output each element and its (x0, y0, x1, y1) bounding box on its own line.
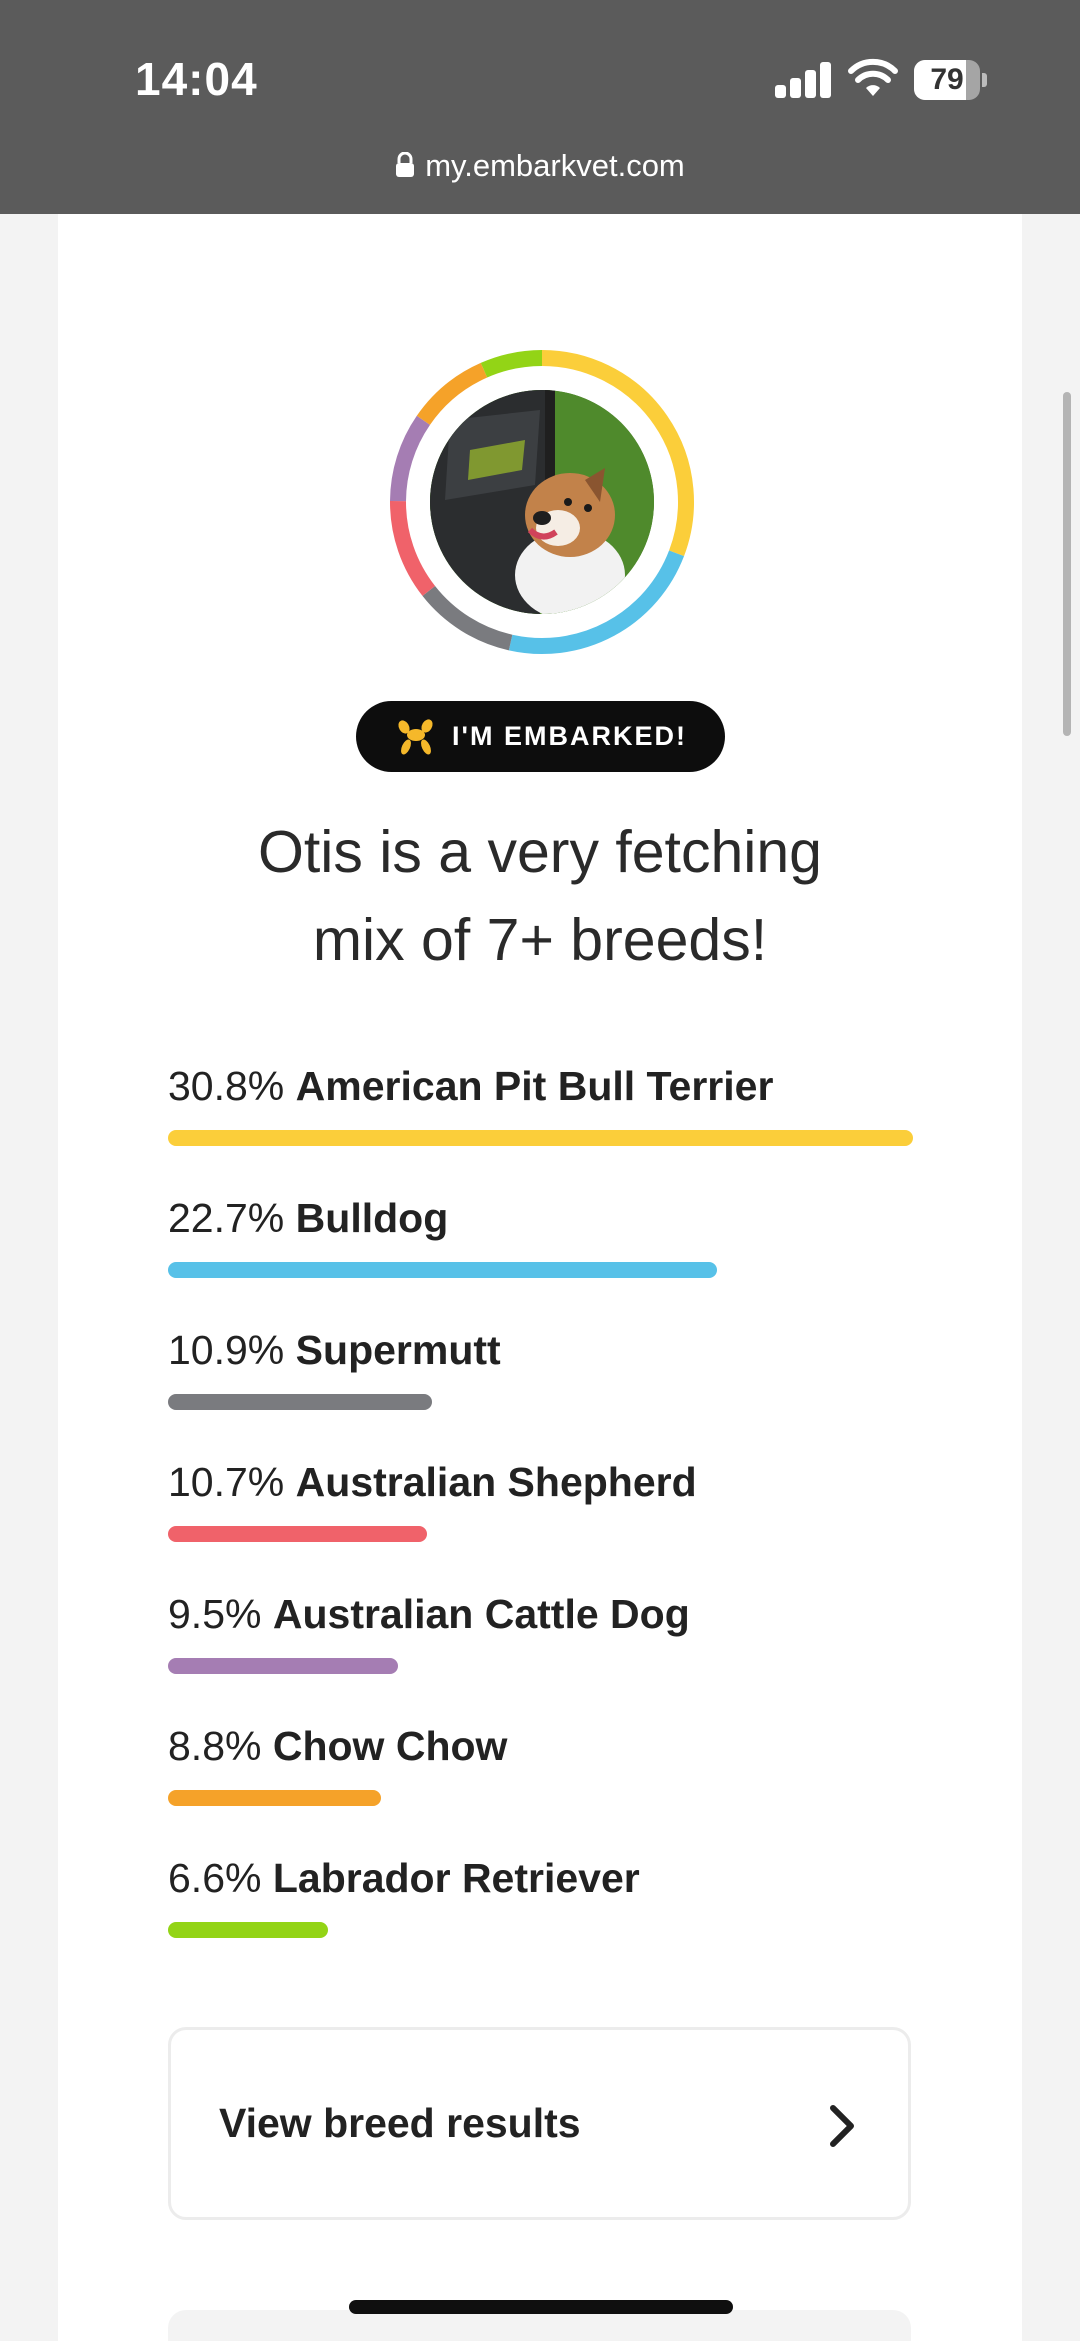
dog-photo (430, 390, 654, 614)
home-indicator[interactable] (349, 2300, 733, 2314)
breed-list: 30.8% American Pit Bull Terrier 22.7% Bul… (168, 1055, 913, 1979)
breed-name: Australian Cattle Dog (272, 1591, 690, 1637)
breed-ring-segment (390, 415, 431, 502)
breed-bar (168, 1394, 432, 1410)
status-bar: 14:04 79 my.embarkvet.com (0, 0, 1080, 214)
breed-ring-segment (390, 500, 436, 596)
breed-percent: 30.8% (168, 1063, 285, 1109)
breed-label: 30.8% American Pit Bull Terrier (168, 1055, 773, 1117)
chevron-right-icon (830, 2105, 854, 2147)
breed-name: Bulldog (295, 1195, 449, 1241)
breed-label: 6.6% Labrador Retriever (168, 1847, 640, 1909)
status-time: 14:04 (135, 53, 258, 105)
breed-name: American Pit Bull Terrier (295, 1063, 774, 1109)
breed-row: 10.9% Supermutt (168, 1319, 913, 1451)
address-bar[interactable]: my.embarkvet.com (0, 148, 1080, 184)
breed-percent: 10.7% (168, 1459, 285, 1505)
breed-ring-segment (480, 350, 543, 378)
breed-row: 9.5% Australian Cattle Dog (168, 1583, 913, 1715)
breed-bar (168, 1262, 717, 1278)
headline-line-1: Otis is a very fetching (258, 819, 822, 885)
wifi-icon (848, 58, 898, 96)
breed-name: Labrador Retriever (272, 1855, 640, 1901)
breed-percent: 10.9% (168, 1327, 285, 1373)
breed-label: 22.7% Bulldog (168, 1187, 448, 1249)
dog-avatar (388, 348, 696, 656)
breed-ring-segment (422, 585, 513, 651)
breed-percent: 6.6% (168, 1855, 262, 1901)
battery-level: 79 (930, 63, 964, 96)
breed-ring-segment (508, 550, 685, 654)
battery-icon: 79 (914, 60, 987, 100)
breed-row: 22.7% Bulldog (168, 1187, 913, 1319)
breed-percent: 9.5% (168, 1591, 262, 1637)
lock-icon (396, 151, 415, 177)
scrollbar-thumb[interactable] (1063, 392, 1071, 736)
embarked-badge: I'M EMBARKED! (356, 701, 725, 772)
balloon-dog-icon (398, 718, 433, 754)
breed-bar (168, 1130, 913, 1146)
url-text: my.embarkvet.com (425, 148, 685, 183)
breed-label: 8.8% Chow Chow (168, 1715, 507, 1777)
breed-label: 9.5% Australian Cattle Dog (168, 1583, 690, 1645)
breed-bar (168, 1790, 381, 1806)
breed-ring (390, 350, 694, 654)
breed-name: Supermutt (295, 1327, 501, 1373)
breed-mix-headline: Otis is a very fetching mix of 7+ breeds… (58, 808, 1022, 984)
badge-label: I'M EMBARKED! (452, 721, 687, 751)
view-breed-results-label: View breed results (219, 2100, 581, 2146)
breed-ring-segment (541, 350, 694, 557)
breed-row: 6.6% Labrador Retriever (168, 1847, 913, 1979)
breed-bar (168, 1658, 398, 1674)
breed-name: Australian Shepherd (295, 1459, 697, 1505)
breed-row: 8.8% Chow Chow (168, 1715, 913, 1847)
breed-ring-segment (416, 362, 488, 426)
breed-bar (168, 1922, 328, 1938)
breed-name: Chow Chow (272, 1723, 508, 1769)
breed-label: 10.7% Australian Shepherd (168, 1451, 697, 1513)
breed-label: 10.9% Supermutt (168, 1319, 501, 1381)
breed-percent: 22.7% (168, 1195, 285, 1241)
cellular-signal-icon (775, 62, 831, 98)
headline-line-2: mix of 7+ breeds! (312, 907, 768, 973)
breed-bar (168, 1526, 427, 1542)
next-section-card (168, 2310, 911, 2341)
breed-row: 10.7% Australian Shepherd (168, 1451, 913, 1583)
breed-percent: 8.8% (168, 1723, 262, 1769)
view-breed-results-button[interactable]: View breed results (168, 2027, 911, 2220)
breed-row: 30.8% American Pit Bull Terrier (168, 1055, 913, 1187)
